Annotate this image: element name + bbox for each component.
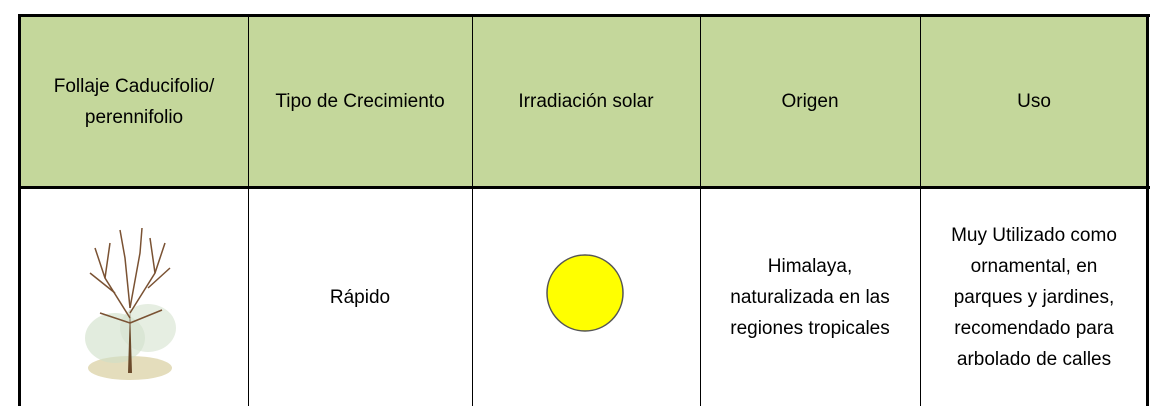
cell-text: parques y jardines, <box>953 286 1115 308</box>
cell-text: recomendado para <box>954 317 1114 339</box>
sun-icon <box>546 254 624 332</box>
header-cell: Tipo de Crecimiento <box>248 17 472 186</box>
body-cell: Muy Utilizado como ornamental, en parques … <box>920 188 1148 406</box>
cell-text: regiones tropicales <box>730 317 890 339</box>
header-cell: Irradiación solar <box>472 17 700 186</box>
cell-text: Uso <box>1017 91 1051 112</box>
border <box>1146 14 1149 406</box>
cell-text: Himalaya, <box>767 255 853 277</box>
border <box>248 14 249 406</box>
border <box>700 14 701 406</box>
tree-icon <box>85 227 176 380</box>
border <box>472 14 473 406</box>
header-cell: Uso <box>920 17 1148 186</box>
body-cell: Rápido <box>248 188 472 406</box>
cell-text: Origen <box>781 91 839 112</box>
border <box>18 186 1150 189</box>
border <box>18 14 21 406</box>
cell-text: ornamental, en <box>970 255 1098 277</box>
border <box>18 14 1150 17</box>
cell-text: Rápido <box>329 286 391 308</box>
header-cell: Follaje Caducifolio/perennifolio <box>20 17 248 186</box>
body-cell: Himalaya, naturalizada en las regiones tro… <box>700 188 920 406</box>
cell-text: arbolado de calles <box>956 348 1112 370</box>
cell-text: Tipo de Crecimiento <box>275 91 445 112</box>
border <box>920 14 921 406</box>
cell-text: Muy Utilizado como <box>951 224 1117 246</box>
cell-text: perennifolio <box>84 106 184 128</box>
cell-text: naturalizada en las <box>730 286 890 308</box>
cell-text: Irradiación solar <box>518 91 654 112</box>
header-cell: Origen <box>700 17 920 186</box>
cell-text: Follaje Caducifolio/ <box>53 75 215 97</box>
